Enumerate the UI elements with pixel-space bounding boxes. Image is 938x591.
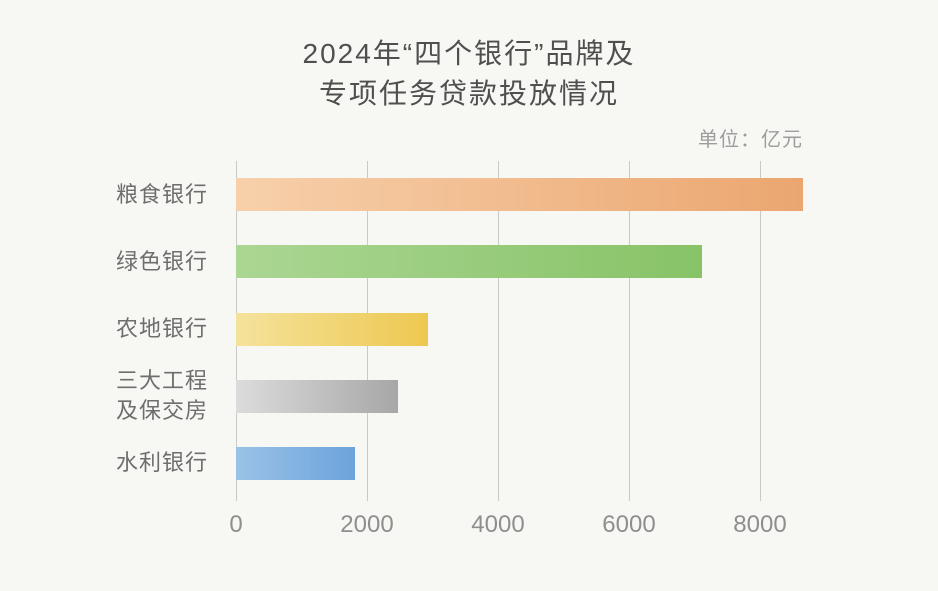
category-label: 水利银行 bbox=[115, 450, 208, 476]
x-axis-tick-label: 0 bbox=[229, 511, 243, 538]
bar bbox=[236, 312, 429, 346]
x-axis-tick-label: 6000 bbox=[602, 511, 656, 538]
bar bbox=[236, 446, 355, 480]
category-label: 农地银行 bbox=[115, 316, 208, 341]
chart-title: 2024年“四个银行”品牌及 专项任务贷款投放情况 bbox=[302, 38, 636, 109]
bar bbox=[236, 245, 703, 279]
unit-label: 单位：亿元 bbox=[698, 129, 803, 151]
bar bbox=[236, 178, 804, 212]
category-label: 绿色银行 bbox=[115, 248, 208, 274]
x-axis-tick-label: 8000 bbox=[733, 511, 787, 538]
category-label: 三大工程 及保交房 bbox=[115, 368, 208, 424]
x-axis-tick-label: 2000 bbox=[340, 511, 394, 538]
category-label: 粮食银行 bbox=[115, 181, 208, 207]
gridline bbox=[760, 161, 761, 501]
x-axis-tick-label: 4000 bbox=[471, 511, 525, 538]
gridline bbox=[498, 161, 499, 501]
bar bbox=[236, 379, 399, 413]
gridline bbox=[629, 161, 630, 501]
